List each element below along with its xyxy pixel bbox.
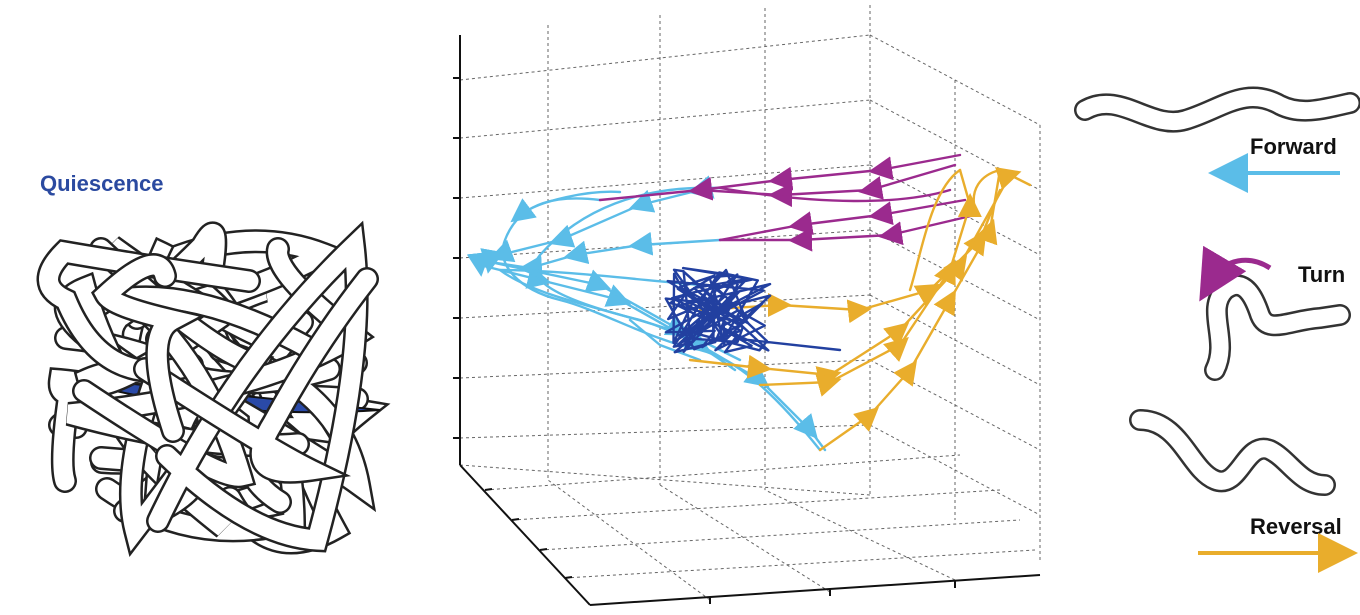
turn-worm xyxy=(1215,285,1340,370)
trajectories xyxy=(480,155,1030,450)
tick xyxy=(565,577,572,578)
reversal-label: Reversal xyxy=(1250,514,1342,539)
quiescence-label: Quiescence xyxy=(40,171,164,196)
grid-box xyxy=(460,5,1040,600)
turn-label: Turn xyxy=(1298,262,1345,287)
forward-label: Forward xyxy=(1250,134,1337,159)
figure: Quiescence xyxy=(0,0,1360,610)
tick xyxy=(485,489,492,490)
tick xyxy=(512,519,519,520)
tick xyxy=(540,549,547,550)
reversal-worm xyxy=(1140,420,1325,485)
worm-ball xyxy=(48,233,380,542)
forward-worm xyxy=(1085,97,1350,121)
